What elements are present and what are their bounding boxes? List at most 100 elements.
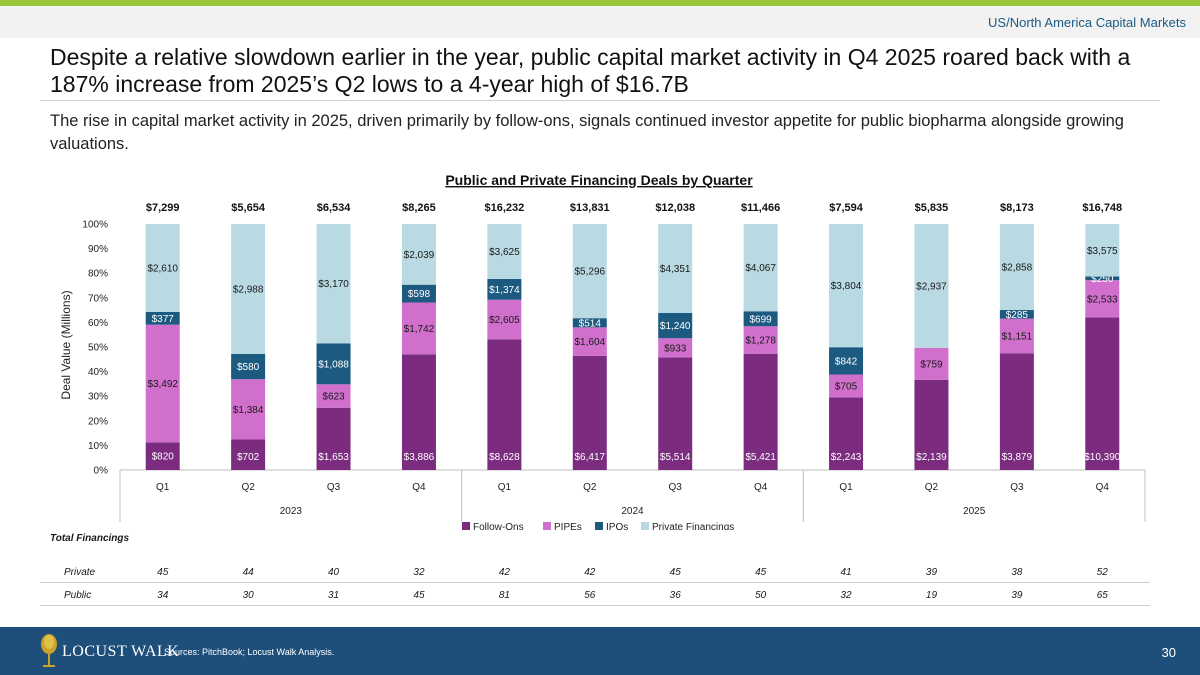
total-value-label: $16,748 <box>1082 202 1122 214</box>
bar-segment-follow-ons <box>316 407 351 470</box>
year-group-label: 2023 <box>280 506 303 517</box>
data-label: $2,605 <box>489 315 520 326</box>
data-label: $3,804 <box>831 281 862 292</box>
financings-count: 42 <box>498 567 510 578</box>
x-tick-label: Q3 <box>1010 482 1024 493</box>
financing-chart: Public and Private Financing Deals by Qu… <box>59 172 1146 530</box>
financings-count: 56 <box>584 590 596 601</box>
bar-segment-follow-ons <box>914 379 949 470</box>
slide-subtitle: The rise in capital market activity in 2… <box>50 112 1124 153</box>
financings-count: 45 <box>157 567 169 578</box>
x-tick-label: Q3 <box>327 482 341 493</box>
data-label: $2,988 <box>233 285 264 296</box>
sources-note: Sources: PitchBook; Locust Walk Analysis… <box>164 647 335 657</box>
data-label: $514 <box>579 318 602 329</box>
x-tick-label: Q1 <box>498 482 512 493</box>
bar-segment-private-financings <box>829 224 864 348</box>
data-label: $1,742 <box>404 324 435 335</box>
bar-segment-private-financings <box>658 224 693 313</box>
bar-segment-private-financings <box>743 224 778 312</box>
header-band <box>0 6 1200 38</box>
total-value-label: $8,173 <box>1000 202 1034 214</box>
financings-count: 81 <box>498 590 510 601</box>
financings-count: 65 <box>1096 590 1108 601</box>
bar-segment-follow-ons <box>1085 317 1120 470</box>
bar-segment-private-financings <box>999 224 1034 311</box>
bar-segment-private-financings <box>487 224 522 279</box>
total-value-label: $7,594 <box>829 202 864 214</box>
data-label: $702 <box>237 452 260 463</box>
data-label: $933 <box>664 343 687 354</box>
total-value-label: $5,835 <box>915 202 949 214</box>
x-tick-label: Q1 <box>156 482 170 493</box>
data-label: $8,628 <box>489 452 520 463</box>
footer-bar <box>0 627 1200 675</box>
chart-title: Public and Private Financing Deals by Qu… <box>445 172 753 188</box>
bar-segment-pipes <box>401 302 436 355</box>
total-value-label: $13,831 <box>570 202 610 214</box>
bar-segment-pipes <box>914 347 949 380</box>
data-label: $4,351 <box>660 264 691 275</box>
data-label: $1,240 <box>660 321 691 332</box>
legend-swatch <box>641 522 649 530</box>
y-tick-label: 10% <box>88 441 108 452</box>
bar-segment-follow-ons <box>145 442 180 470</box>
bar-segment-ipos <box>658 312 693 339</box>
data-label: $4,067 <box>745 263 776 274</box>
year-group-label: 2024 <box>621 506 644 517</box>
data-label: $820 <box>152 452 175 463</box>
bar-segment-ipos <box>316 343 351 385</box>
y-tick-label: 40% <box>88 367 108 378</box>
data-label: $5,421 <box>745 452 776 463</box>
data-label: $580 <box>237 362 260 373</box>
y-tick-label: 50% <box>88 343 108 354</box>
bar-segment-ipos <box>487 278 522 300</box>
total-value-label: $8,265 <box>402 202 436 214</box>
data-label: $3,886 <box>404 452 435 463</box>
data-label: $5,296 <box>574 267 605 278</box>
financings-row-divider <box>40 605 1150 606</box>
bar-segment-private-financings <box>914 224 949 348</box>
data-label: $598 <box>408 289 431 300</box>
bar-segment-follow-ons <box>231 439 266 470</box>
total-value-label: $11,466 <box>741 202 780 214</box>
bar-segment-follow-ons <box>829 397 864 470</box>
x-tick-label: Q2 <box>925 482 939 493</box>
bar-segment-follow-ons <box>401 354 436 470</box>
y-tick-label: 100% <box>82 220 108 231</box>
data-label: $1,384 <box>233 405 264 416</box>
bar-segment-pipes <box>231 379 266 440</box>
bar-segment-pipes <box>743 326 778 354</box>
bar-segment-private-financings <box>145 224 180 312</box>
legend-label: IPOs <box>606 522 628 530</box>
financings-count: 38 <box>1011 567 1023 578</box>
bar-segment-ipos <box>1085 276 1120 281</box>
data-label: $2,858 <box>1002 263 1033 274</box>
data-label: $2,937 <box>916 281 947 292</box>
financings-count: 30 <box>242 590 254 601</box>
y-axis-label: Deal Value (Millions) <box>59 290 73 399</box>
financings-count: 31 <box>327 590 340 601</box>
bar-segment-pipes <box>999 318 1034 354</box>
bar-segment-ipos <box>145 311 180 325</box>
data-label: $1,653 <box>318 452 349 463</box>
data-label: $1,151 <box>1002 331 1033 342</box>
data-label: $842 <box>835 356 858 367</box>
data-label: $6,417 <box>574 452 605 463</box>
data-label: $3,625 <box>489 247 520 258</box>
y-tick-label: 60% <box>88 318 108 329</box>
data-label: $3,879 <box>1002 452 1033 463</box>
top-accent-bar <box>0 0 1200 6</box>
legend-swatch <box>462 522 470 530</box>
bar-segment-ipos <box>743 311 778 327</box>
data-label: $2,243 <box>831 452 862 463</box>
data-label: $3,492 <box>147 379 178 390</box>
financings-count: 52 <box>1096 567 1108 578</box>
financings-count: 50 <box>755 590 767 601</box>
financings-count: 40 <box>327 567 340 578</box>
bar-segment-ipos <box>829 347 864 375</box>
data-label: $285 <box>1006 310 1029 321</box>
data-label: $1,374 <box>489 285 520 296</box>
financings-row-divider <box>40 582 1150 583</box>
bar-segment-pipes <box>487 299 522 340</box>
